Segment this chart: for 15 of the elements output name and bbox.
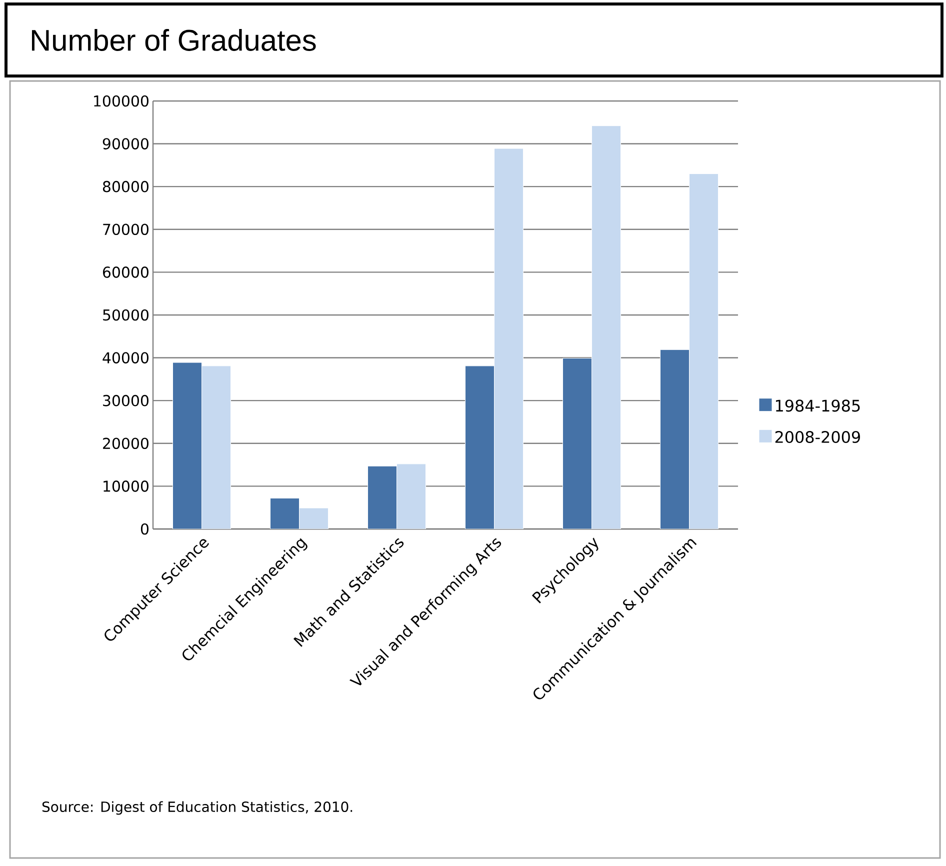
y-tick-label: 0: [140, 523, 148, 535]
y-tick-label: 70000: [103, 224, 148, 236]
y-tick-label: 30000: [103, 394, 148, 406]
source-note: Source: Digest of Education Statistics, 2010.: [42, 801, 352, 815]
y-tick-label: 50000: [103, 309, 148, 321]
chart-title: Number of Graduates: [32, 29, 316, 51]
y-tick-label: 60000: [102, 266, 148, 278]
legend-label: 1984-1985: [776, 400, 860, 412]
legend-label: 2008-2009: [775, 430, 860, 444]
y-tick-label: 10000: [104, 480, 148, 492]
y-tick-label: 100000: [94, 95, 148, 107]
y-tick-label: 40000: [102, 352, 148, 364]
y-tick-label: 80000: [102, 180, 148, 192]
y-tick-label: 20000: [103, 438, 148, 450]
y-tick-label: 90000: [102, 138, 148, 150]
